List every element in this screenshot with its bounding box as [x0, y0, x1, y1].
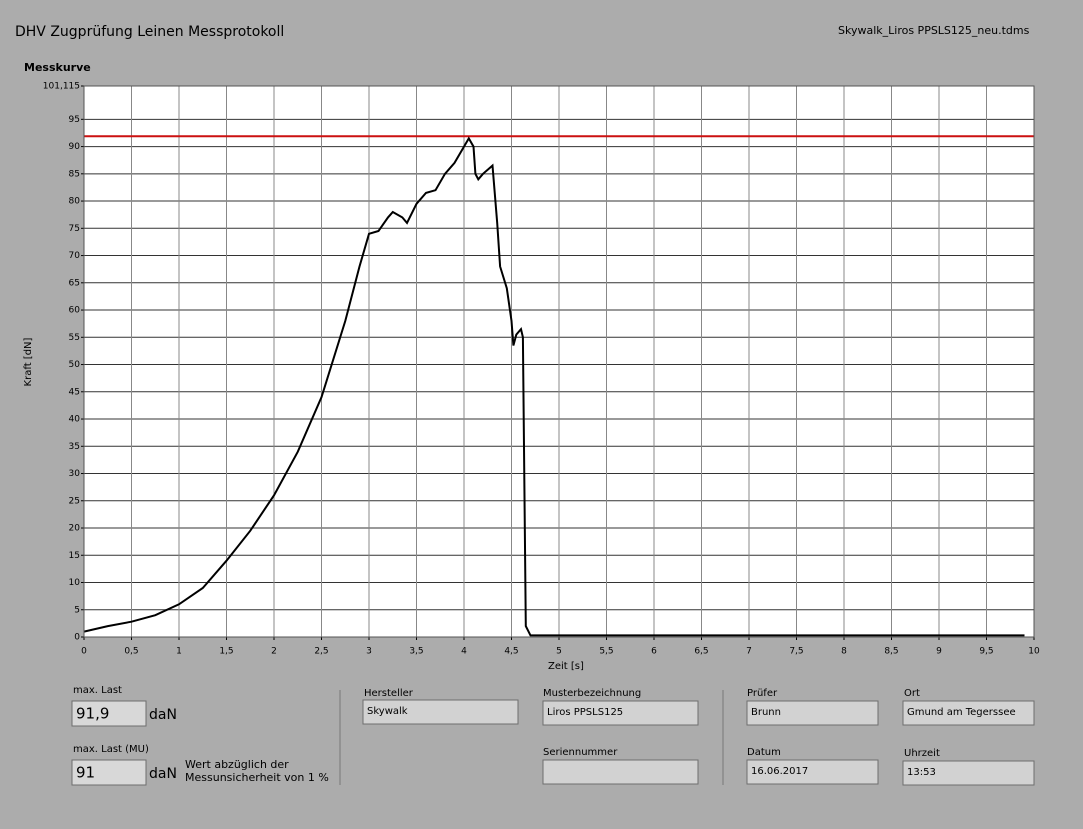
y-tick-label: 10: [69, 578, 81, 588]
unit: daN: [149, 707, 177, 723]
field-label: Uhrzeit: [904, 748, 940, 759]
field-label: Ort: [904, 688, 920, 699]
field-label: Hersteller: [364, 688, 414, 699]
y-tick-label: 0: [74, 633, 80, 643]
y-tick-label: 90: [69, 142, 81, 152]
field-value: Brunn: [751, 707, 781, 718]
x-tick-label: 1,5: [219, 647, 233, 657]
field-label: max. Last: [73, 685, 122, 696]
y-tick-label: 70: [69, 251, 81, 261]
note: Messunsicherheit von 1 %: [185, 771, 329, 784]
x-tick-label: 0,5: [124, 647, 138, 657]
field-label: max. Last (MU): [73, 744, 149, 755]
x-tick-label: 5,5: [599, 647, 613, 657]
y-tick-label: 45: [69, 387, 80, 397]
page-title: DHV Zugprüfung Leinen Messprotokoll: [15, 24, 284, 40]
y-tick-label: 55: [69, 333, 80, 343]
value-box[interactable]: [902, 700, 1035, 726]
y-tick-label: 95: [69, 115, 80, 125]
field-value: Liros PPSLS125: [547, 707, 623, 718]
file-name: Skywalk_Liros PPSLS125_neu.tdms: [838, 24, 1030, 37]
note: Wert abzüglich der: [185, 758, 289, 771]
value-box[interactable]: [71, 759, 147, 786]
field-value: 13:53: [907, 767, 936, 778]
y-tick-label: 35: [69, 442, 80, 452]
field-label: Datum: [747, 747, 781, 758]
field-value: Gmund am Tegerssee: [907, 707, 1016, 718]
x-tick-label: 5: [556, 647, 562, 657]
x-tick-label: 3: [366, 647, 372, 657]
value-box[interactable]: [542, 700, 699, 726]
field-value: Skywalk: [367, 706, 408, 717]
y-tick-label: 15: [69, 551, 80, 561]
value-box[interactable]: [71, 700, 147, 727]
x-tick-label: 8: [841, 647, 847, 657]
x-tick-label: 1: [176, 647, 182, 657]
x-axis-label: Zeit [s]: [548, 661, 584, 672]
x-tick-label: 6,5: [694, 647, 708, 657]
x-tick-label: 7,5: [789, 647, 803, 657]
x-tick-label: 6: [651, 647, 657, 657]
value-box[interactable]: [902, 760, 1035, 786]
x-tick-label: 2: [271, 647, 277, 657]
x-tick-label: 7: [746, 647, 752, 657]
y-tick-label: 25: [69, 496, 80, 506]
y-tick-label: 5: [74, 605, 80, 615]
field-value: 91: [76, 764, 95, 782]
y-tick-label: 65: [69, 278, 80, 288]
x-tick-label: 8,5: [884, 647, 898, 657]
value-box[interactable]: [362, 699, 519, 725]
data-line: [83, 136, 1025, 637]
y-tick-label: 30: [69, 469, 81, 479]
y-tick-label: 75: [69, 224, 80, 234]
x-tick-label: 4,5: [504, 647, 518, 657]
value-box[interactable]: [746, 759, 879, 785]
field-label: Prüfer: [747, 688, 778, 699]
field-value: 16.06.2017: [751, 766, 808, 777]
y-tick-label: 101,115: [43, 82, 80, 92]
x-tick-label: 2,5: [314, 647, 328, 657]
x-tick-label: 9,5: [979, 647, 993, 657]
x-tick-label: 0: [81, 647, 87, 657]
y-axis-label: Kraft [dN]: [23, 337, 34, 386]
chart-title: Messkurve: [24, 61, 91, 74]
x-tick-label: 9: [936, 647, 942, 657]
value-box[interactable]: [746, 700, 879, 726]
y-tick-label: 60: [69, 306, 81, 316]
plot-frame: [83, 85, 1035, 638]
y-tick-label: 80: [69, 197, 81, 207]
y-tick-label: 40: [69, 415, 81, 425]
unit: daN: [149, 766, 177, 782]
y-tick-label: 20: [69, 524, 81, 534]
x-tick-label: 10: [1028, 647, 1040, 657]
field-value: 91,9: [76, 705, 109, 723]
x-tick-label: 4: [461, 647, 467, 657]
field-label: Musterbezeichnung: [543, 688, 641, 699]
value-box[interactable]: [542, 759, 699, 785]
field-label: Seriennummer: [543, 747, 618, 758]
y-tick-label: 50: [69, 360, 81, 370]
y-tick-label: 85: [69, 169, 80, 179]
x-tick-label: 3,5: [409, 647, 423, 657]
